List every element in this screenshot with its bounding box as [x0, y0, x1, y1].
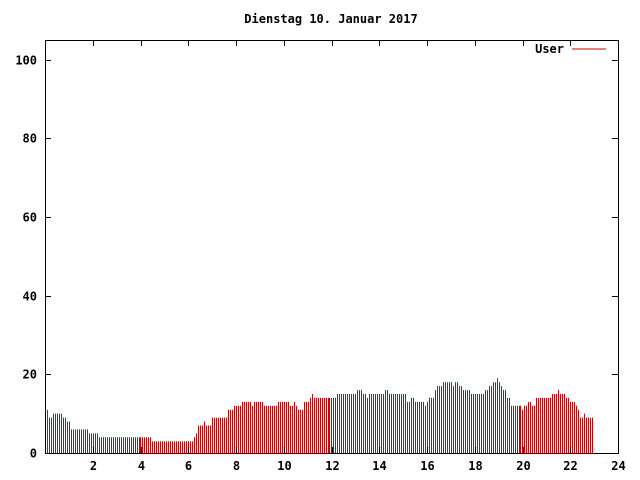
x-tick-label: 8 — [233, 459, 240, 473]
x-tick-label: 4 — [138, 459, 145, 473]
legend-label: User — [535, 42, 564, 56]
x-tick-label: 18 — [468, 459, 482, 473]
bar-series — [45, 378, 593, 453]
x-tick-label: 20 — [516, 459, 530, 473]
y-tick-label: 20 — [23, 368, 37, 382]
x-tick-label: 16 — [420, 459, 434, 473]
x-tick-label: 22 — [563, 459, 577, 473]
chart-title: Dienstag 10. Januar 2017 — [244, 12, 417, 26]
legend: User — [535, 42, 606, 56]
y-tick-label: 40 — [23, 290, 37, 304]
y-tick-label: 80 — [23, 132, 37, 146]
x-tick-label: 12 — [325, 459, 339, 473]
x-tick-label: 24 — [611, 459, 625, 473]
y-tick-label: 0 — [30, 447, 37, 461]
x-tick-label: 2 — [90, 459, 97, 473]
x-tick-label: 6 — [185, 459, 192, 473]
y-tick-label: 100 — [15, 54, 37, 68]
y-tick-label: 60 — [23, 211, 37, 225]
x-tick-label: 10 — [277, 459, 291, 473]
x-tick-label: 14 — [372, 459, 386, 473]
